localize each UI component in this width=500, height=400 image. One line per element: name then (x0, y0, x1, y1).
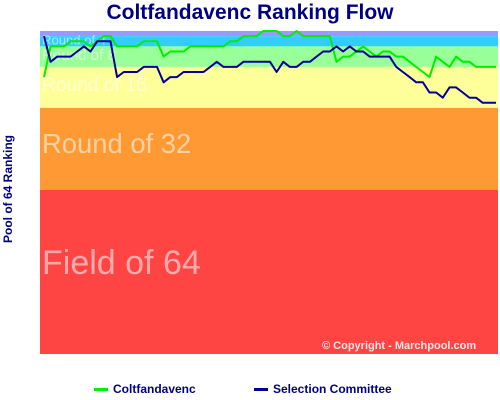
legend: Coltfandavenc Selection Committee (0, 382, 500, 396)
legend-swatch-selection-committee (254, 387, 268, 391)
band-4 (40, 107, 498, 190)
series-line-1 (43, 35, 496, 104)
legend-swatch-coltfandavenc (94, 387, 108, 391)
copyright-notice: © Copyright - Marchpool.com (322, 340, 477, 352)
legend-item-selection-committee: Selection Committee (254, 382, 392, 396)
legend-label-selection-committee: Selection Committee (273, 382, 392, 396)
band-5 (40, 189, 498, 354)
series-line-0 (43, 30, 496, 79)
band-1 (40, 36, 498, 47)
ranking-bands (40, 31, 498, 354)
chart-title: Coltfandavenc Ranking Flow (106, 1, 394, 24)
legend-label-coltfandavenc: Coltfandavenc (113, 382, 196, 396)
band-label-4: Round of 32 (42, 128, 191, 159)
legend-item-coltfandavenc: Coltfandavenc (94, 382, 196, 396)
band-0 (40, 31, 498, 37)
series-lines (43, 30, 496, 104)
band-label-5: Field of 64 (42, 244, 201, 282)
band-label-3: Round of 16 (42, 75, 147, 96)
band-label-1: Round of 4 (42, 33, 106, 48)
band-label-2: Round of 8 (42, 47, 116, 64)
